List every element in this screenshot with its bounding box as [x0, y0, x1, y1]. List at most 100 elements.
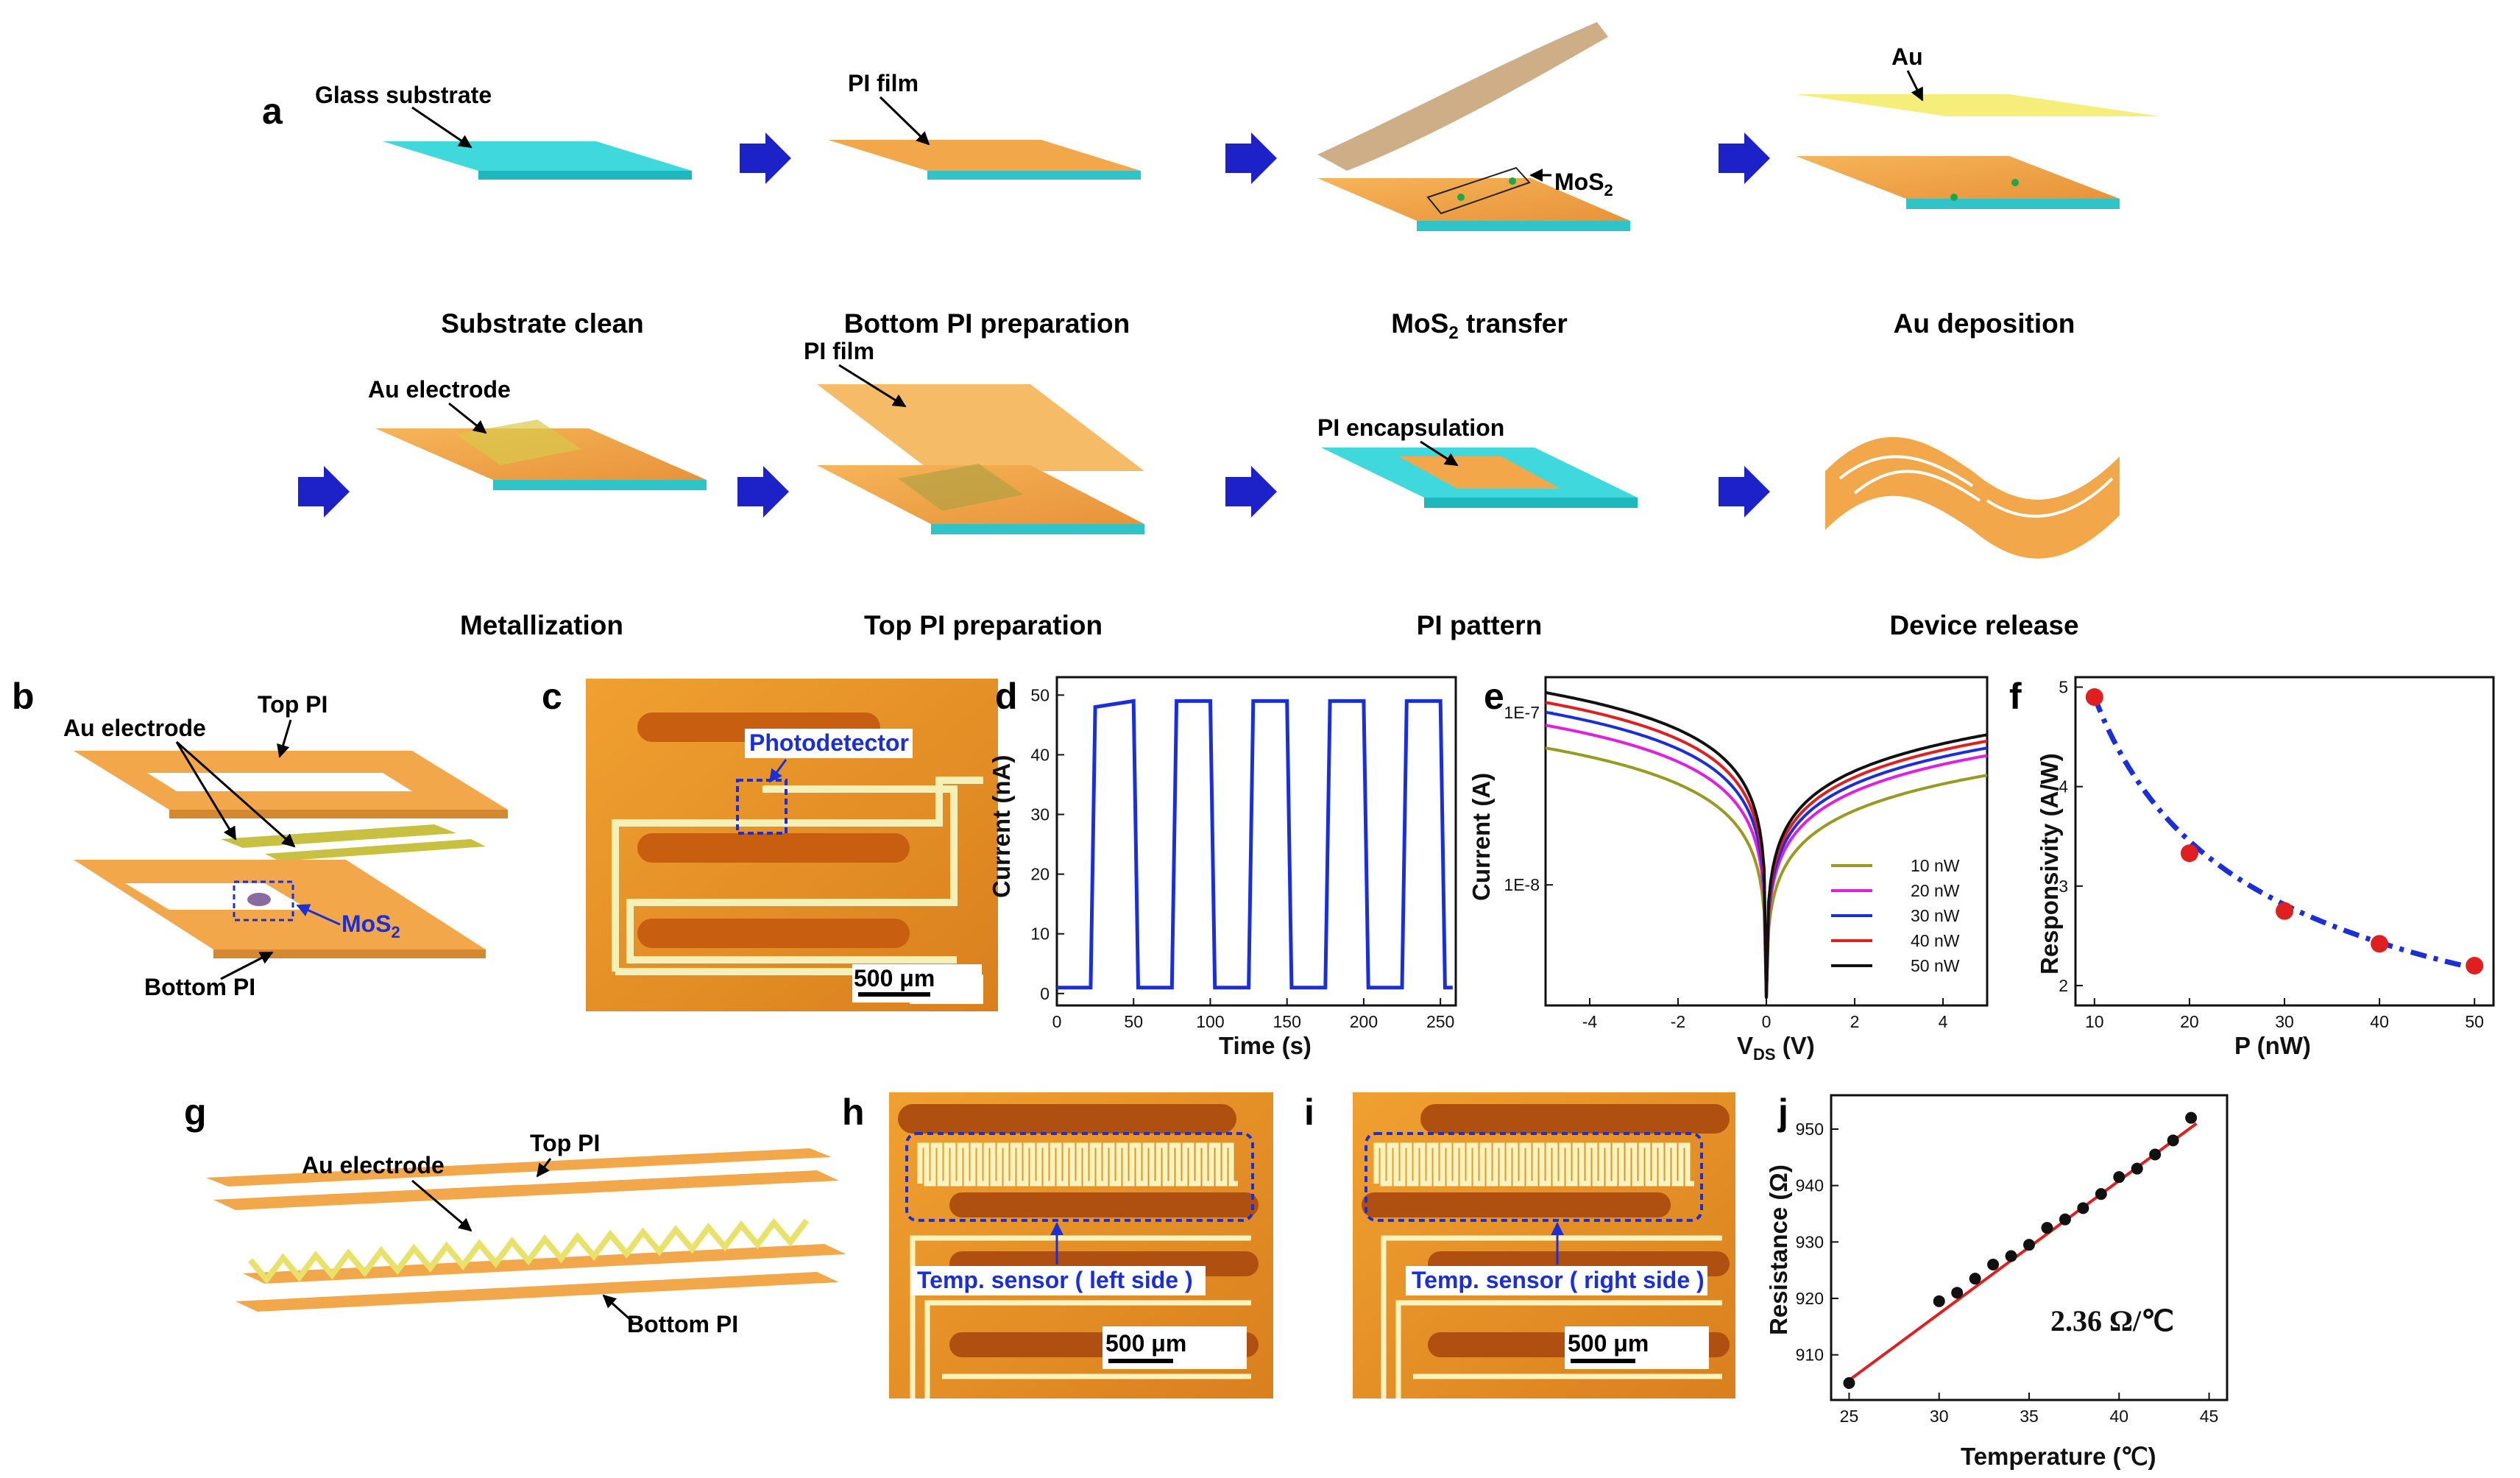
- step-label-bottom-pi: Bottom PI preparation: [844, 308, 1130, 339]
- panel-g-au-electrode: Au electrode: [302, 1152, 445, 1178]
- callout-mos2: MoS2: [1554, 169, 1613, 199]
- j-data-point: [2185, 1111, 2198, 1124]
- arrow-g-au: [411, 1179, 473, 1232]
- step-label-device-release: Device release: [1889, 610, 2078, 640]
- panel-i-label: Temp. sensor ( right side ): [1412, 1267, 1705, 1293]
- device-release-illustration: [1825, 436, 2120, 559]
- panel-label-e: e: [1484, 676, 1504, 717]
- panel-label-h: h: [842, 1092, 865, 1133]
- j-data-point: [2095, 1188, 2107, 1201]
- panel-label-f: f: [2009, 676, 2022, 717]
- panel-g-exploded-stack: [206, 1148, 846, 1312]
- panel-c-scale: 500 μm: [854, 965, 935, 991]
- step-label-mos2-transfer: MoS2 transfer: [1391, 308, 1568, 343]
- glass-substrate-slab: [383, 141, 692, 180]
- panel-b-bottom-pi: Bottom PI: [144, 974, 255, 1000]
- panel-label-d: d: [995, 676, 1018, 717]
- callout-pi-film-top: PI film: [804, 338, 874, 364]
- pi-pattern-illustration: [1321, 448, 1638, 508]
- d-ytick-label: 30: [1030, 805, 1050, 824]
- j-data-point: [2131, 1162, 2143, 1175]
- panel-label-j: j: [1777, 1092, 1788, 1133]
- panel-e-xlabel: VDS (V): [1737, 1032, 1815, 1064]
- panel-h-micrograph: [889, 1092, 1273, 1399]
- flow-arrow-3: [1719, 132, 1770, 184]
- step-label-substrate-clean: Substrate clean: [441, 308, 644, 339]
- top-pi-illustration: [817, 384, 1144, 534]
- j-xtick-label: 25: [1840, 1407, 1859, 1426]
- panel-i-micrograph: [1353, 1092, 1735, 1399]
- j-xtick-label: 40: [2109, 1407, 2128, 1426]
- f-data-point: [2276, 902, 2293, 920]
- f-data-point: [2085, 688, 2103, 707]
- d-ytick-label: 20: [1030, 865, 1050, 884]
- callout-au-electrode: Au electrode: [368, 376, 511, 403]
- flow-arrow-1: [740, 132, 791, 184]
- arrow-b-au-1: [175, 741, 237, 841]
- j-data-point: [1933, 1295, 1945, 1307]
- panel-g-bottom-pi: Bottom PI: [627, 1311, 738, 1337]
- panel-j-ylabel: Resistance (Ω): [1765, 1164, 1792, 1335]
- arrow-au: [1906, 70, 1924, 102]
- flow-arrow-7: [1719, 466, 1770, 517]
- panel-label-b: b: [12, 676, 35, 717]
- arrow-au-electrode: [448, 402, 487, 434]
- j-data-point: [2023, 1239, 2035, 1251]
- pi-film-slab: [828, 140, 1141, 180]
- j-data-point: [2113, 1171, 2126, 1184]
- panel-b-au-electrode: Au electrode: [63, 715, 206, 741]
- j-xtick-label: 45: [2200, 1407, 2219, 1426]
- j-fit-line: [1848, 1122, 2198, 1382]
- panel-h-label-box: [911, 1266, 1206, 1295]
- panel-i-scale: 500 μm: [1568, 1330, 1649, 1357]
- e-legend-label: 20 nW: [1911, 881, 1960, 900]
- f-xtick-label: 50: [2465, 1012, 2484, 1031]
- panel-b-exploded-stack: [74, 751, 508, 958]
- panel-e-ylabel: Current (A): [1468, 773, 1495, 901]
- f-ytick-label: 3: [2059, 877, 2068, 896]
- panel-label-i: i: [1304, 1092, 1314, 1133]
- flow-arrow-5: [737, 466, 789, 517]
- e-legend-label: 40 nW: [1911, 931, 1960, 950]
- j-data-point: [1969, 1273, 1981, 1285]
- e-ytick-label: 1E-8: [1504, 875, 1540, 894]
- panel-j-chart: 25 30 35 40 45 910 920 930 940 950: [1796, 1111, 2219, 1426]
- j-data-point: [2059, 1213, 2071, 1226]
- j-ytick-label: 950: [1796, 1120, 1824, 1139]
- panel-h-scale: 500 μm: [1105, 1330, 1186, 1357]
- mos2-transfer-illustration: [1317, 22, 1630, 231]
- panel-d-frame: [1055, 676, 1457, 1007]
- arrow-pi-film: [879, 96, 930, 146]
- d-xtick-label: 50: [1124, 1012, 1143, 1031]
- arrow-b-au-2: [176, 740, 296, 848]
- au-deposition-illustration: [1796, 94, 2160, 209]
- panel-b-top-pi: Top PI: [258, 691, 328, 718]
- panel-label-c: c: [542, 676, 562, 717]
- d-ytick-label: 40: [1030, 745, 1050, 764]
- callout-au: Au: [1891, 43, 1923, 70]
- e-xtick-label: -2: [1671, 1012, 1685, 1031]
- metallization-illustration: [375, 420, 707, 490]
- e-series-line: [1545, 691, 1988, 999]
- flow-arrow-2: [1225, 132, 1277, 184]
- j-data-point: [2167, 1134, 2179, 1147]
- j-data-point: [2149, 1148, 2162, 1161]
- d-xtick-label: 200: [1350, 1012, 1378, 1031]
- j-data-point: [2005, 1250, 2017, 1262]
- flow-arrow-4: [298, 466, 350, 517]
- arrow-g-bottom-pi: [602, 1294, 634, 1323]
- f-xtick-label: 10: [2085, 1012, 2104, 1031]
- d-series-line: [1057, 699, 1453, 990]
- f-data-point: [2180, 844, 2198, 863]
- e-xtick-label: 2: [1850, 1012, 1860, 1031]
- d-ytick-label: 10: [1030, 924, 1050, 944]
- panel-j-xlabel: Temperature (℃): [1961, 1443, 2156, 1470]
- callout-pi-film: PI film: [848, 70, 919, 96]
- panel-c-micrograph: [586, 679, 998, 1011]
- d-xtick-label: 100: [1196, 1012, 1224, 1031]
- panel-d-xlabel: Time (s): [1219, 1032, 1312, 1059]
- panel-label-g: g: [184, 1092, 207, 1133]
- f-xtick-label: 20: [2180, 1012, 2199, 1031]
- j-ytick-label: 920: [1796, 1289, 1824, 1308]
